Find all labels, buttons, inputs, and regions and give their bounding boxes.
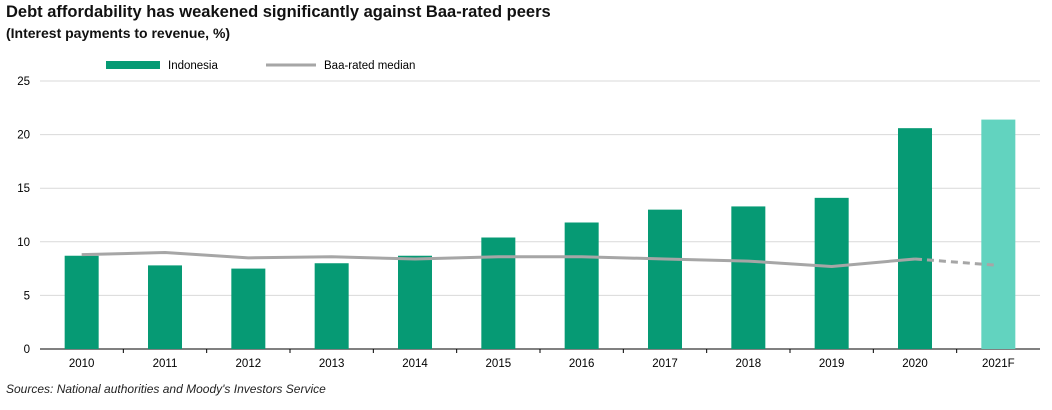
y-axis-ticks: 0 5 10 15 20 25	[17, 76, 30, 356]
bar-2018	[731, 206, 766, 349]
bar-2010	[64, 255, 99, 349]
bar-2016	[564, 222, 599, 349]
chart-title: Debt affordability has weakened signific…	[6, 3, 551, 21]
bar-2020	[898, 128, 932, 349]
x-tick-label: 2020	[902, 358, 928, 370]
x-tick-label: 2015	[486, 358, 512, 370]
x-axis-ticks: 2010 2011 2012 2013 2014 2015 2016 2017 2018 2019…	[69, 349, 1015, 370]
legend-swatch-indonesia	[106, 61, 160, 69]
x-tick-label: 2016	[569, 358, 595, 370]
x-tick-label: 2013	[319, 358, 345, 370]
legend-label-indonesia: Indonesia	[168, 60, 218, 72]
baa-median-forecast-line	[914, 257, 999, 267]
x-tick-label: 2017	[652, 358, 678, 370]
x-tick-label: 2012	[236, 358, 262, 370]
x-tick-label: 2018	[736, 358, 762, 370]
y-tick-label: 20	[17, 130, 30, 142]
bar-2014	[398, 255, 432, 349]
y-tick-label: 0	[24, 344, 30, 356]
bar-2021F	[981, 119, 1016, 349]
y-tick-label: 15	[17, 183, 30, 195]
legend-label-baa-median: Baa-rated median	[324, 60, 415, 72]
x-tick-label: 2014	[402, 358, 428, 370]
gridlines	[40, 80, 1040, 350]
bar-series-indonesia	[64, 119, 1016, 349]
bar-2013	[314, 263, 349, 349]
chart-subtitle: (Interest payments to revenue, %)	[6, 25, 231, 41]
y-tick-label: 25	[17, 76, 30, 88]
legend: Indonesia Baa-rated median	[106, 60, 415, 72]
bar-2019	[814, 197, 849, 349]
line-series-baa-median	[81, 251, 999, 268]
x-tick-label: 2011	[153, 358, 178, 370]
y-tick-label: 5	[24, 290, 30, 302]
y-tick-label: 10	[17, 237, 30, 249]
bar-2015	[481, 237, 516, 349]
source-note: Sources: National authorities and Moody'…	[6, 382, 326, 396]
x-tick-label: 2021F	[982, 358, 1015, 370]
x-tick-label: 2019	[819, 358, 845, 370]
x-tick-label: 2010	[69, 358, 95, 370]
baa-median-line	[81, 251, 916, 268]
bar-2012	[231, 268, 266, 349]
bar-2011	[148, 265, 182, 349]
bar-2017	[648, 209, 682, 349]
